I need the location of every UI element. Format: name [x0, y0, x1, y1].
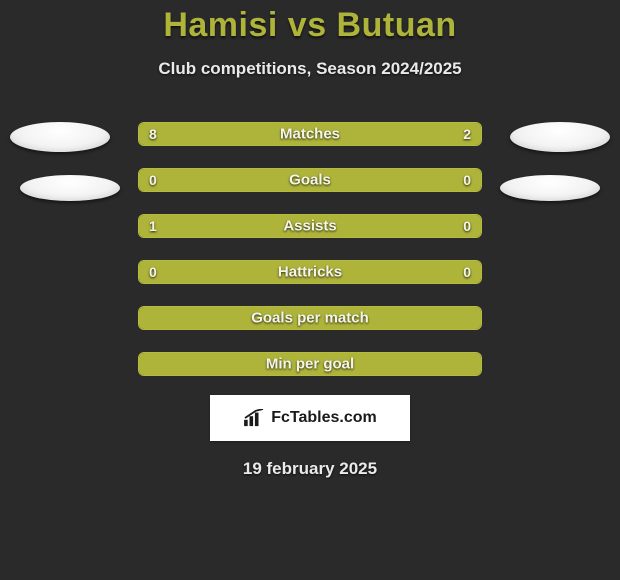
footer-date: 19 february 2025: [0, 459, 620, 479]
stat-fill-right: [413, 215, 481, 237]
stat-bar-track: Hattricks00: [138, 260, 482, 284]
stat-row: Goals00: [0, 165, 620, 195]
brand-text: FcTables.com: [271, 409, 377, 427]
stat-bar-track: Assists10: [138, 214, 482, 238]
stat-fill-left: [139, 353, 481, 375]
stat-bar-track: Goals per match: [138, 306, 482, 330]
stat-row: Assists10: [0, 211, 620, 241]
comparison-widget: Hamisi vs Butuan Club competitions, Seas…: [0, 0, 620, 580]
page-title: Hamisi vs Butuan: [0, 6, 620, 45]
stat-row: Min per goal: [0, 349, 620, 379]
stat-bar-track: Min per goal: [138, 352, 482, 376]
stat-fill-left: [139, 307, 481, 329]
brand-badge[interactable]: FcTables.com: [210, 395, 410, 441]
stat-bar-track: Goals00: [138, 168, 482, 192]
stat-row: Matches82: [0, 119, 620, 149]
stat-fill-left: [139, 215, 413, 237]
stat-fill-left: [139, 261, 481, 283]
stat-rows: Matches82 Goals00 Assists10 Hattricks00 Goal…: [0, 119, 620, 379]
stat-fill-right: [413, 123, 481, 145]
stat-fill-left: [139, 169, 481, 191]
stat-row: Hattricks00: [0, 257, 620, 287]
stat-fill-left: [139, 123, 413, 145]
stat-row: Goals per match: [0, 303, 620, 333]
page-subtitle: Club competitions, Season 2024/2025: [0, 59, 620, 79]
stat-bar-track: Matches82: [138, 122, 482, 146]
chart-icon: [243, 409, 265, 427]
